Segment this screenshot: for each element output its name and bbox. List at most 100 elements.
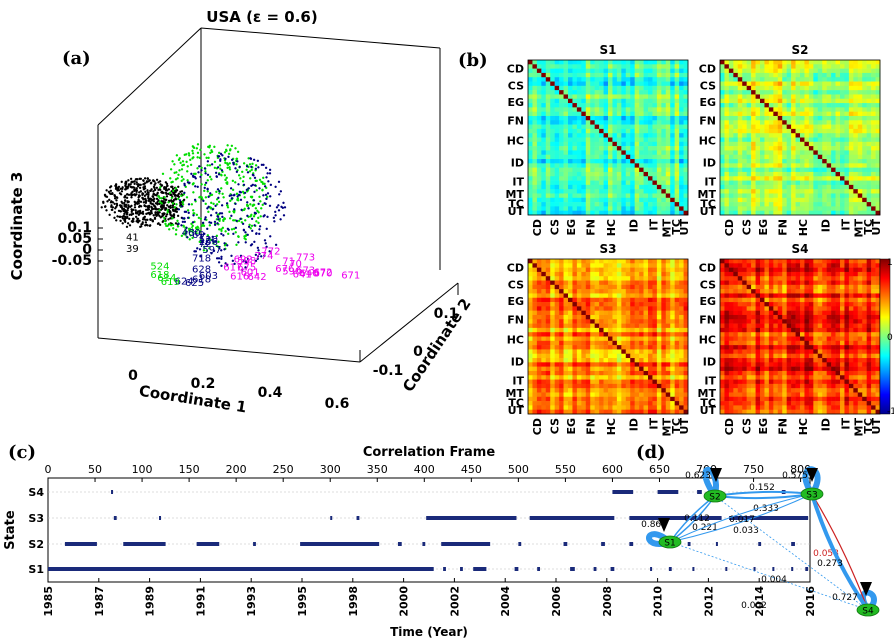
heatmap-cell: [720, 163, 725, 168]
heatmap-cell: [679, 154, 684, 160]
cloud-point: •: [162, 194, 167, 203]
heatmap-cell: [724, 171, 730, 177]
heatmap-cell: [643, 124, 649, 130]
cloud-point: •: [145, 175, 150, 184]
heatmap-cell: [742, 98, 747, 104]
heatmap-cell: [764, 128, 770, 134]
heatmap-cell: [661, 68, 667, 74]
heatmap-cell: [554, 197, 560, 203]
heatmap-cell: [679, 323, 684, 329]
heatmap-cell: [853, 210, 859, 216]
cloud-point: •: [208, 173, 213, 182]
cloud-point: •: [214, 242, 219, 251]
cloud-point: •: [141, 198, 146, 207]
cloud-point: •: [165, 180, 170, 189]
heatmap-cell: [532, 284, 538, 290]
heatmap-cell: [679, 163, 684, 168]
cloud-point: •: [189, 170, 194, 179]
cloud-point: •: [201, 220, 206, 229]
heatmap-cell: [625, 263, 631, 268]
heatmap-cell: [634, 358, 640, 363]
heatmap-cell: [568, 276, 573, 281]
cloud-point: •: [235, 158, 240, 167]
heatmap-cell: [661, 120, 667, 125]
heatmap-cell: [532, 289, 538, 294]
cloud-point: •: [116, 184, 121, 193]
heatmap-cell: [751, 193, 756, 199]
heatmap-cell: [603, 85, 609, 91]
heatmap-cell: [674, 189, 680, 194]
cloud-point: •: [122, 201, 127, 210]
cloud-point: •: [129, 189, 134, 198]
heatmap-cell: [737, 81, 743, 87]
heatmap-cell: [568, 90, 573, 95]
heatmap-cell: [590, 115, 595, 121]
cloud-point: •: [223, 156, 228, 165]
heatmap-cell: [634, 349, 640, 355]
heatmap-cell: [630, 289, 635, 294]
heatmap-cell: [639, 64, 644, 69]
cloud-point: •: [281, 204, 286, 213]
heatmap-cell: [755, 90, 761, 95]
heatmap-cell: [625, 349, 631, 355]
heatmap-cell: [742, 180, 747, 186]
heatmap-cell: [670, 340, 675, 346]
heatmap-cell: [720, 120, 725, 125]
heatmap-cell: [656, 111, 662, 117]
heatmap-cell: [652, 176, 658, 181]
heatmap-cell: [822, 81, 827, 87]
heatmap-cell: [751, 146, 756, 151]
cloud-point: •: [116, 185, 121, 194]
heatmap-cell: [853, 189, 859, 194]
heatmap-cell: [871, 72, 876, 78]
heatmap-cell: [683, 336, 689, 342]
heatmap-cell: [554, 336, 560, 342]
cloud-point: •: [186, 178, 191, 187]
heatmap-title: S2: [792, 43, 809, 57]
heatmap-cell: [550, 345, 555, 350]
cloud-point: •: [215, 152, 220, 161]
heatmap-cell: [585, 336, 591, 342]
heatmap-cell: [616, 146, 622, 151]
heatmap-cell: [728, 154, 734, 160]
heatmap-cell: [568, 284, 573, 290]
heatmap-cell: [777, 206, 783, 211]
cloud-point: •: [218, 165, 223, 174]
heatmap-cell: [737, 120, 743, 125]
heatmap-cell: [679, 375, 684, 380]
heatmap-cell: [559, 115, 564, 121]
heatmap-cell: [724, 146, 730, 151]
cloud-point: •: [220, 190, 225, 199]
heatmap-cell: [652, 128, 658, 134]
heatmap-cell: [528, 137, 533, 143]
heatmap-cell: [585, 111, 591, 117]
cloud-point: •: [146, 195, 151, 204]
cloud-point: •: [174, 186, 179, 195]
cloud-point: •: [245, 162, 250, 171]
heatmap-cell: [532, 146, 538, 151]
heatmap-cell: [724, 120, 730, 125]
cloud-point: •: [114, 181, 119, 190]
heatmap-cell: [683, 111, 689, 117]
heatmap-cell: [746, 176, 752, 181]
cloud-point: •: [237, 217, 242, 226]
heatmap-cell: [639, 289, 644, 294]
cloud-point: •: [141, 184, 146, 193]
cloud-point: •: [243, 189, 248, 198]
cloud-point: •: [221, 231, 226, 240]
cloud-point: •: [161, 202, 166, 211]
heatmap-cell: [559, 319, 564, 324]
heatmap-cell: [590, 146, 595, 151]
heatmap-cell: [853, 146, 859, 151]
cloud-point: •: [124, 179, 129, 188]
heatmap-cell: [621, 120, 627, 125]
cloud-point: •: [179, 201, 184, 210]
cloud-point: •: [158, 214, 163, 223]
heatmap-cell: [630, 64, 635, 69]
heatmap-cell: [656, 90, 662, 95]
heatmap-cell: [545, 180, 551, 186]
heatmap-cell: [563, 362, 569, 367]
heatmap-cell: [764, 133, 770, 138]
heatmap-cell: [545, 267, 551, 273]
heatmap-cell: [777, 133, 783, 138]
